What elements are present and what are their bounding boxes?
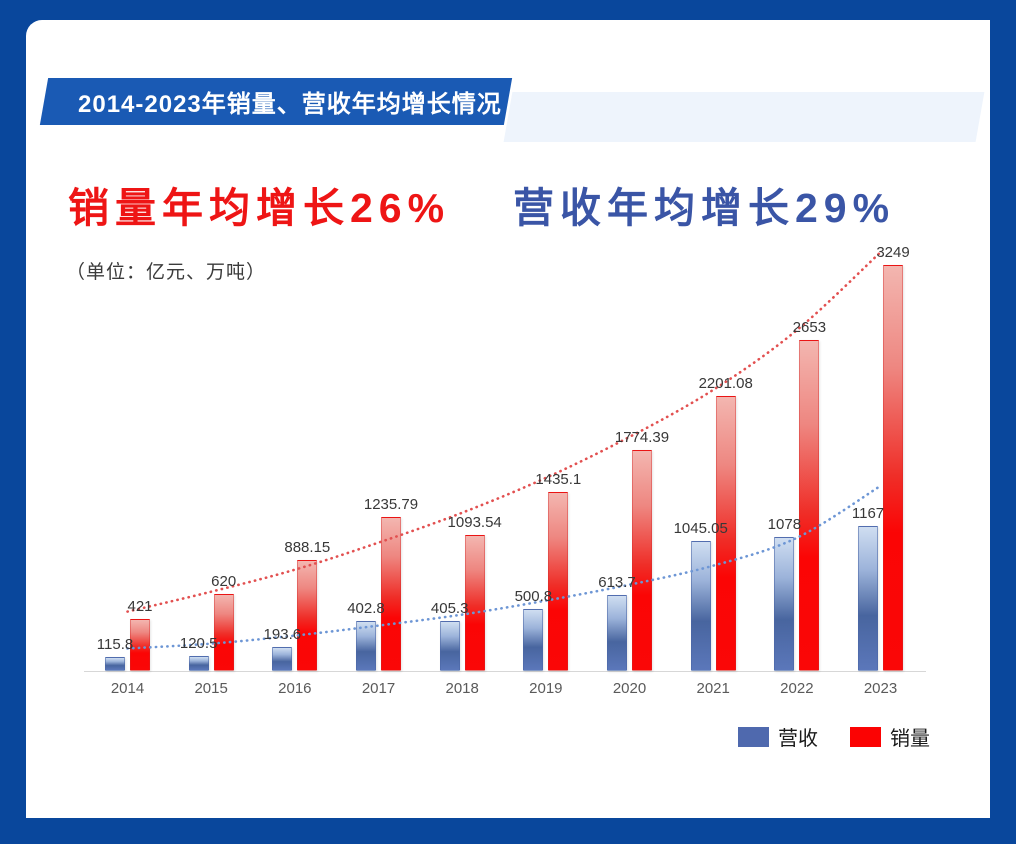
revenue-bar-2021	[690, 540, 711, 672]
sales-value-label-2019: 1435.1	[535, 470, 582, 488]
revenue-bar-2023	[858, 525, 879, 672]
x-tick-2016: 2016	[278, 680, 312, 697]
revenue-bar-2018	[439, 620, 460, 672]
revenue-value-label-2022: 1078	[767, 515, 802, 533]
x-axis-line	[84, 671, 926, 672]
revenue-bar-2016	[272, 647, 293, 672]
revenue-value-label-2017: 402.8	[347, 600, 385, 618]
sales-value-label-2014: 421	[127, 597, 153, 615]
revenue-trend-line	[126, 484, 882, 650]
revenue-bar-2014	[105, 657, 125, 672]
legend-swatch	[738, 726, 769, 747]
sales-bar-2016	[297, 560, 318, 672]
x-tick-2019: 2019	[529, 680, 563, 697]
x-tick-2021: 2021	[696, 680, 730, 697]
legend-item-销量: 销量	[850, 722, 930, 751]
x-tick-2018: 2018	[445, 680, 479, 697]
revenue-bar-2015	[188, 656, 209, 672]
legend-item-营收: 营收	[738, 722, 818, 751]
legend-swatch	[850, 726, 881, 747]
sales-value-label-2021: 2201.08	[698, 375, 753, 393]
sales-value-label-2023: 3249	[876, 244, 910, 262]
sales-bar-2022	[799, 339, 820, 672]
headline-revenue-growth: 营收年均增长29%	[513, 185, 896, 231]
sales-value-label-2016: 888.15	[284, 539, 331, 557]
x-tick-2015: 2015	[194, 680, 228, 697]
revenue-value-label-2015: 120.5	[179, 635, 218, 653]
sales-value-label-2018: 1093.54	[447, 513, 502, 531]
revenue-value-label-2014: 115.8	[96, 636, 134, 653]
revenue-value-label-2020: 613.7	[598, 573, 636, 591]
sales-trend-line	[126, 250, 882, 613]
sales-bar-2015	[213, 593, 234, 672]
revenue-value-label-2021: 1045.05	[673, 519, 728, 537]
x-tick-2023: 2023	[863, 680, 898, 697]
revenue-bar-2017	[356, 621, 376, 672]
revenue-bar-2019	[523, 608, 544, 672]
sales-value-label-2020: 1774.39	[614, 428, 670, 446]
sales-value-label-2017: 1235.79	[363, 495, 419, 513]
revenue-bar-2020	[607, 594, 628, 672]
revenue-value-label-2019: 500.8	[514, 587, 553, 605]
trend-lines-layer	[126, 250, 882, 650]
x-tick-2017: 2017	[361, 680, 396, 697]
legend-label: 销量	[890, 728, 930, 750]
content-panel: 2014-2023年销量、营收年均增长情况 销量年均增长26% 营收年均增长29…	[26, 20, 990, 818]
sales-bar-2020	[632, 449, 653, 672]
chart-legend: 营收 销量	[738, 722, 930, 751]
x-tick-2014: 2014	[110, 680, 145, 697]
revenue-value-label-2023: 1167	[851, 504, 885, 522]
legend-label: 营收	[778, 728, 818, 750]
sales-value-label-2015: 620	[211, 572, 237, 590]
sales-bar-2023	[883, 265, 904, 672]
x-tick-2020: 2020	[612, 680, 647, 697]
revenue-value-label-2018: 405.3	[430, 599, 469, 617]
chart-plot: 115.8 120.5 193.6 402.8 405.3 500.8 613.7 1045.…	[26, 20, 990, 818]
sales-bar-2017	[381, 516, 401, 672]
x-tick-2022: 2022	[780, 680, 814, 697]
sales-value-label-2022: 2653	[792, 318, 827, 336]
revenue-bar-2022	[774, 536, 795, 672]
revenue-value-label-2016: 193.6	[263, 626, 302, 644]
sales-bar-2019	[548, 491, 569, 672]
headline-sales-growth: 销量年均增长26%	[68, 185, 451, 231]
